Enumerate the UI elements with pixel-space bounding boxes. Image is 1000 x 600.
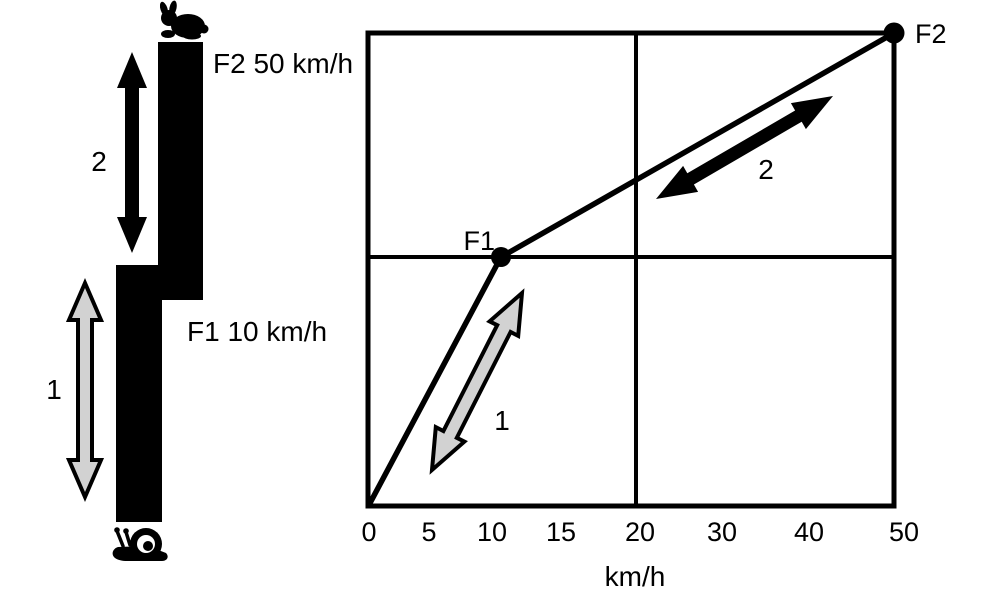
tape-f1-speed-label: F1 10 km/h xyxy=(187,316,327,347)
tape-interval2-arrow xyxy=(117,52,147,253)
point-f2-dot xyxy=(883,22,905,44)
tape-interval1-arrow xyxy=(65,277,105,503)
speed-tape: 2 1 F2 50 km/h F1 10 km/h xyxy=(46,0,353,561)
chart-segment2-label: 2 xyxy=(758,154,774,185)
x-tick-15: 15 xyxy=(546,517,576,547)
tape-lower-bar xyxy=(116,265,162,522)
x-axis-ticks: 0 5 10 15 20 30 40 50 xyxy=(361,517,919,547)
chart-segment2-arrow xyxy=(656,96,833,199)
tape-upper-bar xyxy=(158,42,203,300)
x-tick-50: 50 xyxy=(889,517,919,547)
snail-icon xyxy=(112,527,168,561)
rabbit-icon xyxy=(159,0,209,40)
mapping-chart: F1 F2 1 2 0 5 10 15 20 30 40 50 km/h xyxy=(361,19,946,592)
tape-interval2-label: 2 xyxy=(91,146,107,177)
chart-frame xyxy=(365,30,897,509)
chart-segment1-label: 1 xyxy=(494,405,510,436)
x-tick-30: 30 xyxy=(707,517,737,547)
tape-interval1-label: 1 xyxy=(46,374,62,405)
x-tick-40: 40 xyxy=(794,517,824,547)
chart-f2-label: F2 xyxy=(915,19,947,49)
chart-segment1-arrow xyxy=(429,288,525,475)
x-axis-label: km/h xyxy=(605,561,666,592)
point-f1-dot xyxy=(491,247,511,267)
tape-f2-speed-label: F2 50 km/h xyxy=(213,48,353,79)
x-tick-5: 5 xyxy=(421,517,436,547)
chart-f1-label: F1 xyxy=(463,226,495,256)
x-tick-20: 20 xyxy=(625,517,655,547)
x-tick-0: 0 xyxy=(361,517,376,547)
x-tick-10: 10 xyxy=(477,517,507,547)
